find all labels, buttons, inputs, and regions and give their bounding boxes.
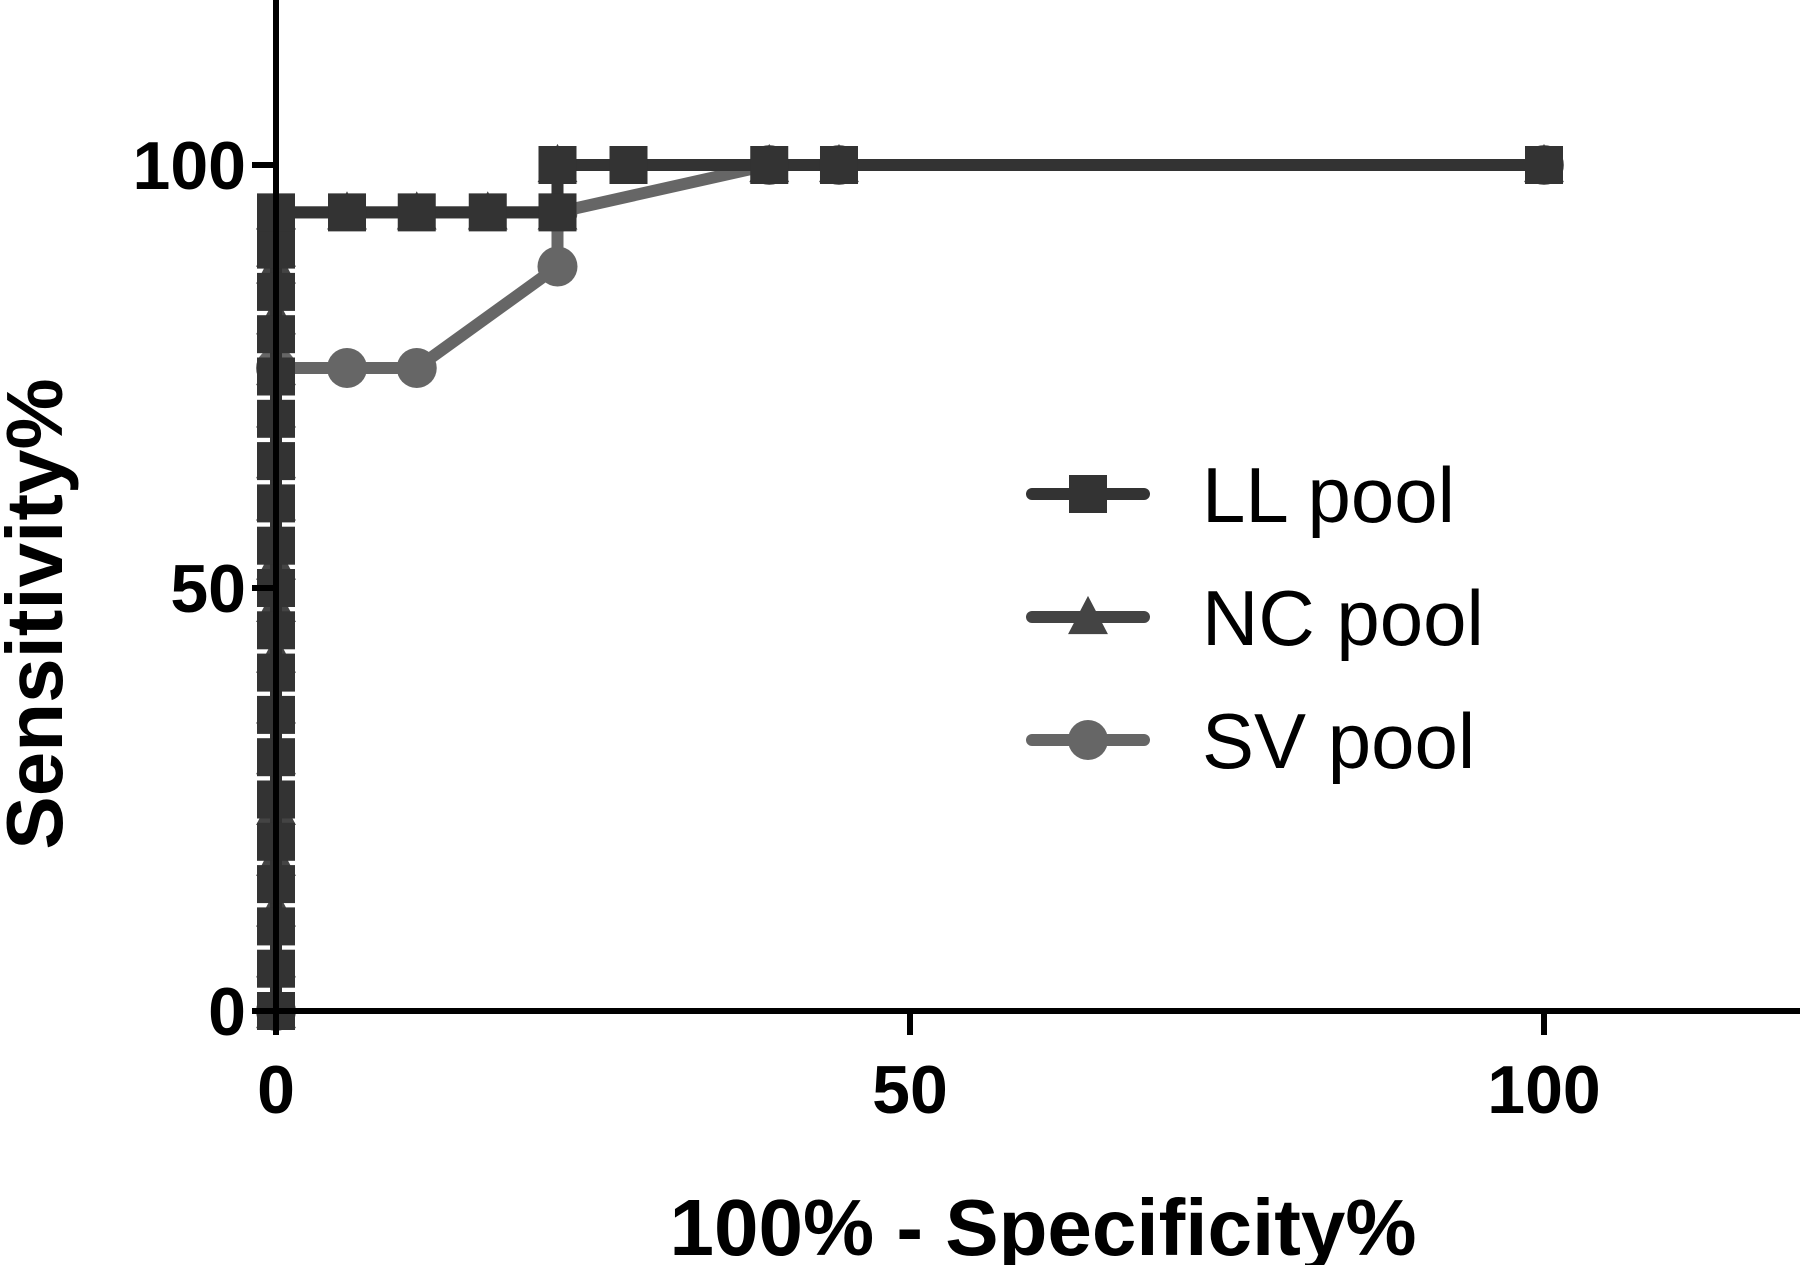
data-point-ll-pool [750, 146, 789, 184]
data-point-ll-pool [819, 146, 858, 184]
legend-label-sv-pool: SV pool [1202, 697, 1475, 785]
data-point-ll-pool [538, 193, 577, 232]
data-point-sv-pool [396, 348, 437, 389]
legend-item-sv-pool: SV pool [1026, 697, 1475, 785]
data-point-sv-pool [327, 348, 368, 389]
data-point-ll-pool [1525, 146, 1563, 184]
x-tick-label: 0 [257, 1052, 295, 1128]
y-axis-title: Sensitivity% [0, 378, 79, 849]
y-tick-label: 50 [170, 551, 246, 627]
data-point-ll-pool [468, 193, 507, 232]
legend-marker-ll-pool [1069, 475, 1107, 513]
data-point-sv-pool [537, 246, 578, 287]
data-point-ll-pool [328, 193, 367, 232]
x-axis-title: 100% - Specificity% [670, 1183, 1417, 1265]
x-tick-label: 50 [872, 1052, 948, 1128]
data-point-ll-pool [538, 146, 577, 184]
x-tick-label: 100 [1487, 1052, 1600, 1128]
legend-marker-nc-pool [1068, 595, 1108, 635]
y-tick-label: 0 [208, 974, 246, 1050]
legend-marker-sv-pool [1068, 720, 1108, 760]
data-point-ll-pool [397, 193, 436, 232]
legend-label-ll-pool: LL pool [1202, 451, 1455, 539]
data-point-ll-pool [609, 146, 648, 184]
legend-item-nc-pool: NC pool [1026, 574, 1484, 662]
legend-label-nc-pool: NC pool [1202, 574, 1484, 662]
legend: LL pool NC pool SV pool [1026, 451, 1484, 785]
y-tick-label: 100 [133, 128, 246, 204]
legend-item-ll-pool: LL pool [1026, 451, 1455, 539]
axes-layer: 0 50 100 0 50 100 [133, 0, 1800, 1128]
